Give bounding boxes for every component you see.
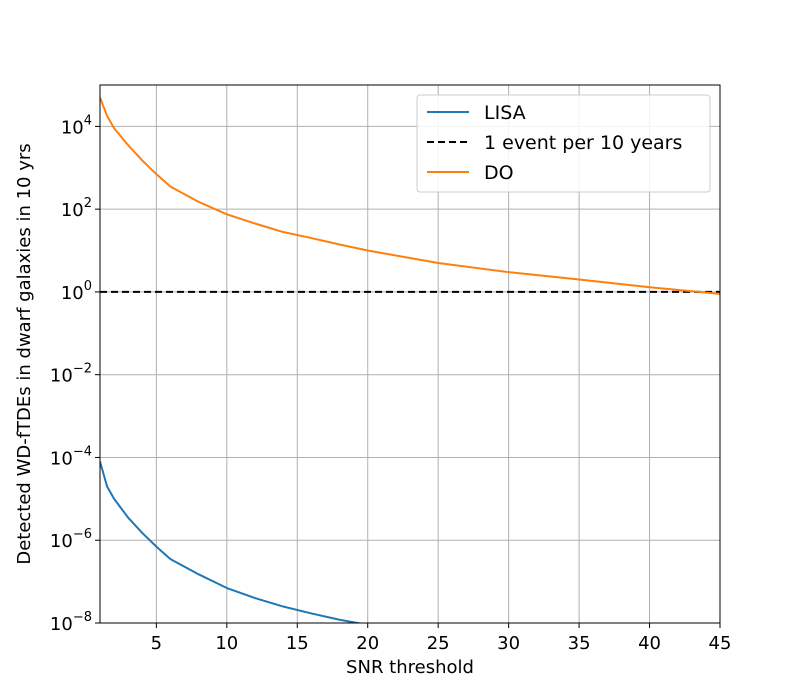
y-tick-label: 102	[61, 196, 92, 221]
x-tick-label: 25	[427, 633, 450, 654]
x-tick-label: 10	[215, 633, 238, 654]
x-tick-label: 30	[497, 633, 520, 654]
y-tick-label: 10−8	[50, 610, 92, 635]
y-tick-exponent: 0	[84, 279, 92, 294]
legend-label: LISA	[484, 102, 526, 124]
series-line-do	[100, 97, 720, 295]
legend-label: 1 event per 10 years	[484, 132, 682, 154]
x-tick-label: 5	[151, 633, 162, 654]
y-tick-label: 104	[61, 113, 92, 138]
y-tick-exponent: −4	[73, 444, 92, 459]
legend-box	[416, 94, 711, 193]
y-tick-exponent: −2	[73, 362, 92, 377]
x-tick-label: 20	[356, 633, 379, 654]
y-tick-exponent: 2	[84, 196, 92, 211]
y-tick-base: 10	[61, 200, 84, 221]
x-tick-label: 35	[568, 633, 591, 654]
y-tick-exponent: −8	[73, 610, 92, 625]
x-tick-label: 40	[638, 633, 661, 654]
y-tick-base: 10	[50, 531, 73, 552]
x-axis-label: SNR threshold	[346, 657, 474, 678]
legend: LISA 1 event per 10 years DO	[416, 94, 711, 193]
y-tick-base: 10	[61, 283, 84, 304]
y-axis-label: Detected WD-fTDEs in dwarf galaxies in 1…	[14, 143, 35, 564]
x-axis: 5 10 15 20 25 30 35 40 45	[151, 623, 732, 654]
plot-frame	[99, 84, 721, 624]
y-tick-base: 10	[50, 614, 73, 635]
y-tick-label: 10−6	[50, 527, 92, 552]
y-tick-base: 10	[61, 117, 84, 138]
y-tick-base: 10	[50, 366, 73, 387]
series-line-lisa	[100, 461, 363, 623]
series-layer	[100, 97, 720, 623]
x-tick-label: 15	[286, 633, 309, 654]
legend-label: DO	[484, 162, 514, 184]
y-tick-label: 100	[61, 279, 92, 304]
y-tick-exponent: 4	[84, 113, 92, 128]
y-tick-exponent: −6	[73, 527, 92, 542]
y-tick-label: 10−4	[50, 444, 92, 469]
x-tick-label: 45	[709, 633, 732, 654]
y-tick-label: 10−2	[50, 362, 92, 387]
y-tick-base: 10	[50, 448, 73, 469]
